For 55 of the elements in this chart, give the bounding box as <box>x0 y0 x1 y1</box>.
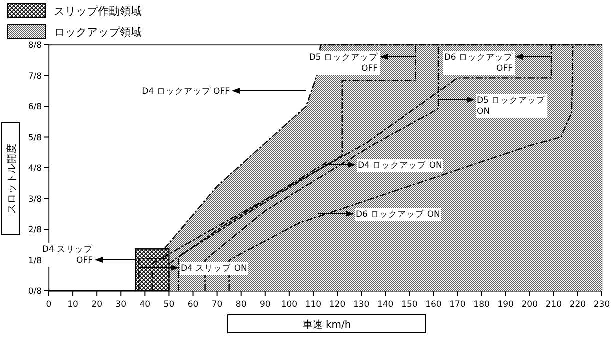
xlabel: 車速 km/h <box>228 314 426 334</box>
y-tick-label: 7/8 <box>28 72 42 82</box>
x-tick-label: 140 <box>377 300 394 310</box>
x-tick-label: 30 <box>116 300 127 310</box>
annotation: D5 ロックアップ ON <box>438 94 548 118</box>
y-tick-label: 2/8 <box>28 226 42 236</box>
x-tick-label: 70 <box>212 300 223 310</box>
x-tick-label: 90 <box>260 300 271 310</box>
y-tick-label: 8/8 <box>28 41 42 51</box>
y-tick-label: 0/8 <box>28 287 42 297</box>
y-tick-label: 1/8 <box>28 256 42 266</box>
x-tick-label: 50 <box>164 300 175 310</box>
y-tick-label: 6/8 <box>28 102 42 112</box>
x-tick-label: 180 <box>474 300 490 310</box>
x-tick-label: 40 <box>140 300 151 310</box>
x-tick-label: 170 <box>450 300 466 310</box>
annotation: D4 ロックアップ ON <box>322 159 444 172</box>
x-tick-label: 110 <box>305 300 322 310</box>
annotation: D5 ロックアップ OFF <box>308 51 416 75</box>
annotation: D6 ロックアップ OFF <box>444 52 514 74</box>
annotation: D5 ロックアップ OFF <box>309 52 379 74</box>
x-tick-label: 200 <box>522 300 538 310</box>
x-tick-label: 190 <box>498 300 514 310</box>
x-tick-label: 150 <box>402 300 418 310</box>
annotation: D5 ロックアップ ON <box>477 95 547 117</box>
x-tick-label: 130 <box>353 300 370 310</box>
annotation: D4 スリップ OFF <box>42 244 94 266</box>
x-tick-label: 80 <box>236 300 247 310</box>
legend-label: ロックアップ領域 <box>54 26 142 39</box>
y-tick-label: 3/8 <box>28 194 42 205</box>
legend-label: スリップ作動領域 <box>54 5 142 18</box>
x-tick-label: 0 <box>46 300 52 310</box>
annotation: D6 ロックアップ OFF <box>443 51 552 75</box>
x-tick-label: 10 <box>68 300 78 310</box>
x-tick-label: 20 <box>92 300 102 310</box>
annotation: D4 ロックアップ ON <box>358 160 442 171</box>
x-axis-title: 車速 km/h <box>302 319 352 331</box>
x-tick-label: 60 <box>188 300 199 310</box>
annotation: D6 ロックアップ ON <box>356 209 440 220</box>
y-axis-title: スロットル開度 <box>6 144 18 214</box>
annotation: D4 スリップ ON <box>140 262 248 275</box>
y-tick-label: 5/8 <box>28 133 42 144</box>
x-tick-label: 100 <box>281 300 298 310</box>
x-tick-label: 210 <box>546 300 562 310</box>
annotation: D4 ロックアップ OFF <box>142 86 230 97</box>
x-tick-label: 220 <box>570 300 586 310</box>
y-tick-label: 4/8 <box>28 164 42 174</box>
annotation: D4 ロックアップ OFF <box>141 85 306 98</box>
x-tick-label: 160 <box>426 300 442 310</box>
x-tick-label: 120 <box>329 300 346 310</box>
ylabel: スロットル開度 <box>2 122 20 236</box>
x-tick-label: 230 <box>594 300 610 310</box>
annotation: D6 ロックアップ ON <box>318 208 442 221</box>
annotation: D4 スリップ ON <box>181 263 248 274</box>
annotation: D4 スリップ OFF <box>41 243 136 267</box>
